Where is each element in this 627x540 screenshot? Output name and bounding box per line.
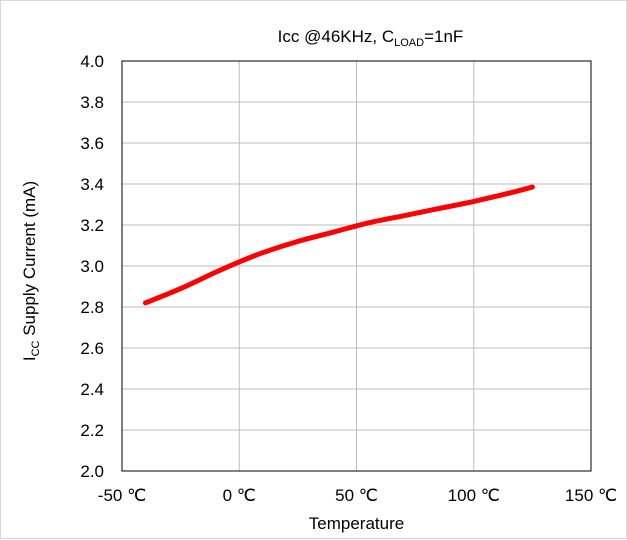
x-tick-label: 150 ℃ [565,486,617,505]
y-tick-label: 3.4 [80,175,104,194]
y-tick-label: 2.8 [80,298,104,317]
x-axis-title: Temperature [309,514,404,533]
y-axis-title-prefix: I [20,356,39,361]
series-line-0 [142,184,535,306]
y-tick-label: 2.0 [80,462,104,481]
y-tick-label: 2.6 [80,339,104,358]
y-tick-label: 2.4 [80,380,104,399]
y-tick-label: 3.2 [80,216,104,235]
plot-area [121,60,592,472]
y-tick-label: 2.2 [80,421,104,440]
x-tick-label: 50 ℃ [335,486,378,505]
series-layer [142,184,535,306]
y-tick-label: 4.0 [80,52,104,71]
y-axis-title-suffix: Supply Current (mA) [20,181,39,341]
chart-title-subscript: LOAD [394,37,424,49]
y-tick-label: 3.6 [80,134,104,153]
x-tick-label: -50 ℃ [98,486,146,505]
y-tick-label: 3.0 [80,257,104,276]
x-tick-label: 0 ℃ [223,486,256,505]
grid-layer [122,61,591,471]
y-axis-title-subscript: CC [30,340,42,356]
y-axis-title: ICC Supply Current (mA) [20,181,42,361]
chart-title: Icc @46KHz, CLOAD=1nF [278,27,464,49]
tick-labels: -50 ℃ 0 ℃ 50 ℃ 100 ℃ 150 ℃ 2.0 2.2 2.4 2.6 2.8 3.0… [80,52,617,505]
y-tick-label: 3.8 [80,93,104,112]
chart-title-prefix: Icc @46KHz, C [278,27,394,46]
chart-title-suffix: =1nF [424,27,463,46]
x-tick-label: 100 ℃ [448,486,500,505]
